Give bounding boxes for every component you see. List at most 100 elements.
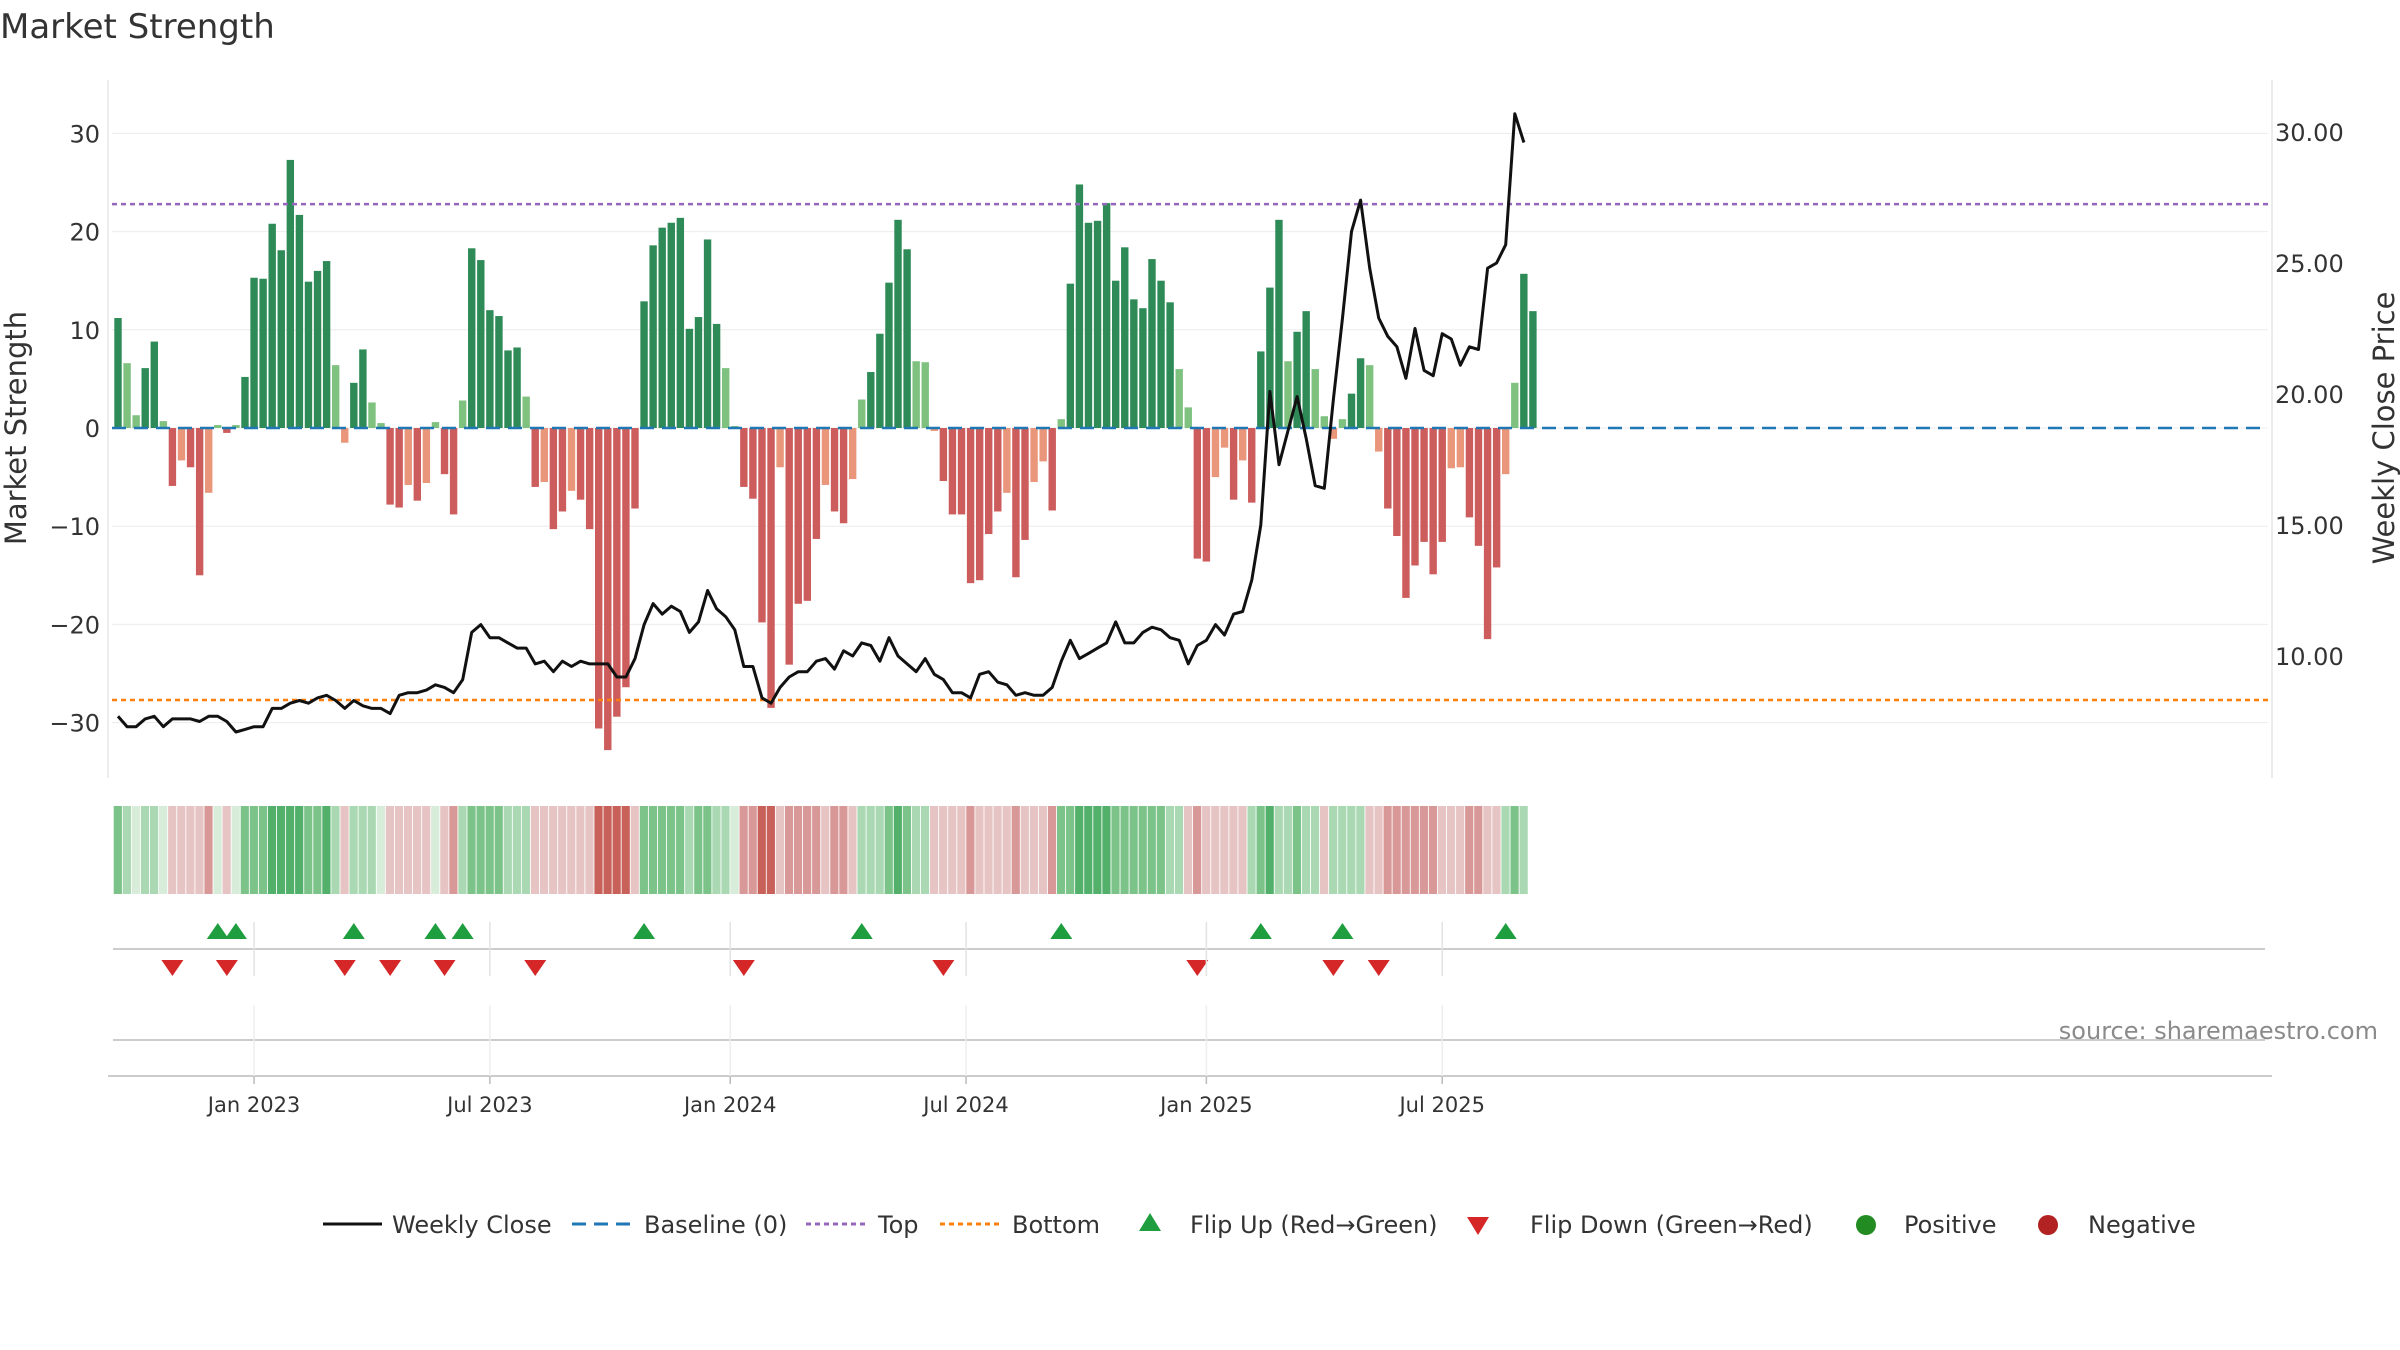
strength-bar: [186, 428, 195, 468]
strength-bar: [867, 372, 875, 428]
regime-cell: [286, 806, 295, 894]
regime-cell: [875, 806, 884, 894]
regime-cell: [1292, 806, 1301, 894]
strength-bar: [1320, 416, 1329, 428]
regime-cell: [1465, 806, 1474, 894]
x-tick-label: Jan 2024: [682, 1093, 777, 1117]
strength-bar: [177, 428, 186, 461]
regime-cell: [839, 806, 848, 894]
strength-bar: [1139, 308, 1147, 428]
strength-bar: [595, 428, 603, 729]
strength-bar: [1302, 311, 1310, 428]
y-tick-label: −20: [49, 611, 100, 639]
regime-cell: [1410, 806, 1419, 894]
regime-cell: [676, 806, 685, 894]
regime-cell: [1002, 806, 1011, 894]
regime-cell: [821, 806, 830, 894]
strength-bar: [567, 428, 576, 491]
strength-bar: [1338, 419, 1347, 428]
regime-cell: [449, 806, 458, 894]
chart-title: Market Strength: [0, 7, 275, 47]
flip-down-marker: [379, 960, 402, 976]
strength-bar: [1003, 428, 1011, 493]
strength-bar: [1402, 428, 1410, 598]
strength-bar: [985, 428, 993, 535]
regime-cell: [413, 806, 422, 894]
x-tick-label: Jan 2025: [1158, 1093, 1253, 1117]
regime-cell: [703, 806, 712, 894]
regime-cell: [1093, 806, 1102, 894]
strength-bar: [477, 260, 485, 428]
strength-bar: [939, 428, 948, 482]
strength-bar: [1465, 428, 1474, 518]
regime-cell: [1102, 806, 1111, 894]
y2-tick-label: 25.00: [2275, 250, 2344, 278]
legend-bottom-label: Bottom: [1012, 1211, 1100, 1239]
regime-cell: [186, 806, 195, 894]
regime-cell: [385, 806, 394, 894]
regime-cell: [567, 806, 576, 894]
regime-cell: [1428, 806, 1438, 894]
regime-cell: [1020, 806, 1029, 894]
regime-cell: [149, 806, 159, 894]
strength-bar: [721, 368, 730, 428]
regime-cell: [1075, 806, 1084, 894]
regime-cell: [748, 806, 757, 894]
strength-bar: [685, 328, 694, 428]
regime-cell: [322, 806, 331, 894]
regime-cell: [276, 806, 286, 894]
regime-cell: [1437, 806, 1447, 894]
regime-cell: [122, 806, 131, 894]
regime-cell: [1029, 806, 1038, 894]
flip-down-marker: [161, 960, 184, 976]
strength-bar: [232, 425, 240, 428]
regime-cell: [340, 806, 349, 894]
y-tick-label: 30: [69, 120, 100, 148]
strength-bar: [930, 428, 938, 431]
y2-tick-label: 20.00: [2275, 381, 2344, 409]
regime-cell: [1301, 806, 1311, 894]
strength-bar: [549, 428, 558, 530]
strength-bar: [957, 428, 966, 515]
flip-up-marker: [1249, 923, 1272, 939]
regime-cell: [1519, 806, 1528, 894]
strength-bar: [250, 277, 258, 428]
x-tick-label: Jul 2024: [921, 1093, 1008, 1117]
regime-cell: [159, 806, 168, 894]
strength-bar: [1356, 358, 1365, 428]
strength-bar: [495, 316, 503, 428]
regime-cell: [594, 806, 603, 894]
regime-cell: [467, 806, 476, 894]
regime-cell: [512, 806, 521, 894]
strength-bar: [812, 428, 821, 539]
regime-cell: [1165, 806, 1175, 894]
strength-bar: [676, 217, 685, 428]
strength-bar: [1030, 428, 1038, 483]
y-tick-label: −10: [49, 513, 100, 541]
strength-bar: [1075, 184, 1084, 428]
strength-bar: [1365, 365, 1374, 428]
strength-bar: [830, 428, 839, 512]
regime-cell: [957, 806, 966, 894]
regime-cell: [1401, 806, 1410, 894]
regime-cell: [1229, 806, 1238, 894]
regime-cell: [1392, 806, 1401, 894]
regime-cell: [476, 806, 485, 894]
regime-cell: [576, 806, 585, 894]
strength-bar: [794, 428, 802, 604]
strength-bar: [504, 350, 512, 428]
regime-cell: [1047, 806, 1057, 894]
regime-cell: [603, 806, 612, 894]
regime-cell: [884, 806, 893, 894]
strength-bar: [658, 227, 666, 428]
regime-cell: [140, 806, 150, 894]
legend-positive-icon: [1856, 1215, 1876, 1235]
regime-cell: [666, 806, 676, 894]
strength-bar: [885, 282, 893, 428]
regime-cell: [485, 806, 494, 894]
strength-bar: [322, 261, 331, 428]
strength-bar: [1238, 428, 1247, 461]
strength-bar: [1121, 247, 1129, 428]
regime-cell: [1492, 806, 1501, 894]
flip-up-marker: [1331, 923, 1354, 939]
